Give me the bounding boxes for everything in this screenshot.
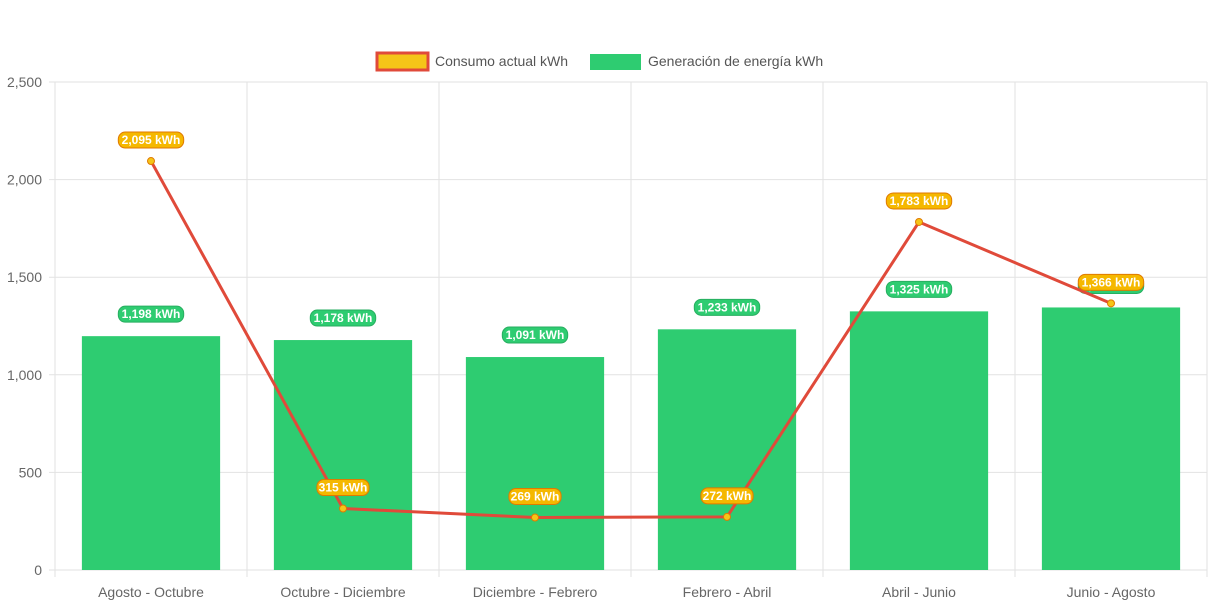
legend-label-consumption[interactable]: Consumo actual kWh	[435, 53, 568, 69]
line-data-label-text: 2,095 kWh	[122, 133, 181, 147]
bar-generation[interactable]	[849, 311, 989, 570]
consumption-line	[147, 157, 1115, 522]
y-tick-label: 1,000	[7, 367, 42, 383]
line-data-label-bg	[508, 487, 562, 505]
line-data-label-bg	[316, 479, 370, 497]
x-tick-label: Diciembre - Febrero	[473, 584, 598, 600]
line-point-consumption[interactable]	[147, 157, 155, 166]
line-data-label: 269 kWh	[508, 487, 562, 505]
bar-generation[interactable]	[81, 336, 221, 570]
line-point-consumption[interactable]	[915, 217, 923, 226]
line-point-consumption[interactable]	[1107, 299, 1115, 308]
x-axis-ticks: Agosto - Octubre Octubre - Diciembre Dicie…	[98, 584, 1155, 600]
x-tick-label: Agosto - Octubre	[98, 584, 204, 600]
line-point-consumption[interactable]	[531, 513, 539, 522]
line-data-label: 315 kWh	[316, 479, 370, 497]
generation-data-labels: 1,198 kWh 1,178 kWh 1,091 kWh 1,233 kWh 1,32…	[117, 276, 1145, 344]
generation-bars	[81, 307, 1181, 570]
y-tick-label: 2,500	[7, 74, 42, 90]
y-axis-ticks: 0 500 1,000 1,500 2,000 2,500	[7, 74, 42, 578]
bar-data-label: 1,325 kWh	[885, 280, 953, 298]
bar-generation[interactable]	[1041, 307, 1181, 570]
x-tick-label: Junio - Agosto	[1067, 584, 1156, 600]
bar-generation[interactable]	[273, 340, 413, 570]
line-data-label: 2,095 kWh	[117, 131, 185, 149]
bar-data-label: 1,233 kWh	[693, 298, 761, 316]
bar-data-label-bg	[501, 326, 569, 344]
x-tick-label: Octubre - Diciembre	[280, 584, 405, 600]
x-tick-label: Abril - Junio	[882, 584, 956, 600]
bar-data-label-text: 1,325 kWh	[890, 282, 949, 296]
bar-generation[interactable]	[657, 329, 797, 570]
line-data-label-text: 272 kWh	[703, 489, 752, 503]
bar-data-label-text: 1,233 kWh	[698, 300, 757, 314]
bar-data-label-text: 1,198 kWh	[122, 307, 181, 321]
bar-data-label: 1,178 kWh	[309, 309, 377, 327]
line-data-label: 1,783 kWh	[885, 192, 953, 210]
line-data-label: 1,366 kWh	[1077, 273, 1145, 291]
bar-generation[interactable]	[465, 357, 605, 570]
consumption-line-path	[149, 160, 1112, 519]
line-data-label-text: 269 kWh	[511, 489, 560, 503]
legend-swatch-generation[interactable]	[590, 54, 641, 70]
line-data-label-bg	[885, 192, 953, 210]
y-tick-label: 1,500	[7, 269, 42, 285]
bar-data-label: 1,198 kWh	[117, 305, 185, 323]
legend-swatch-consumption[interactable]	[375, 51, 430, 72]
line-data-label-text: 1,366 kWh	[1082, 275, 1141, 289]
y-tick-label: 2,000	[7, 172, 42, 188]
line-data-label-text: 1,783 kWh	[890, 194, 949, 208]
grid-lines	[49, 81, 1208, 577]
consumption-data-labels: 2,095 kWh 315 kWh 269 kWh 272 kWh 1,783 kWh 1…	[117, 131, 1145, 505]
bar-data-label-text: 1,178 kWh	[314, 311, 373, 325]
bar-data-label: 1,091 kWh	[501, 326, 569, 344]
line-data-label-bg	[1077, 273, 1145, 291]
line-point-consumption[interactable]	[723, 512, 731, 521]
line-point-consumption[interactable]	[339, 504, 347, 513]
bar-data-label-bg	[309, 309, 377, 327]
y-tick-label: 500	[19, 464, 43, 480]
line-data-label-bg	[117, 131, 185, 149]
x-tick-label: Febrero - Abril	[683, 584, 772, 600]
legend-label-generation[interactable]: Generación de energía kWh	[648, 53, 823, 69]
y-tick-label: 0	[34, 562, 42, 578]
bar-data-label-bg	[117, 305, 185, 323]
bar-data-label-bg	[885, 280, 953, 298]
bar-data-label-text: 1,091 kWh	[506, 328, 565, 342]
legend: Consumo actual kWh Generación de energía…	[375, 51, 823, 72]
bar-data-label-bg	[693, 298, 761, 316]
line-data-label-text: 315 kWh	[319, 481, 368, 495]
line-data-label-bg	[700, 487, 754, 505]
line-data-label: 272 kWh	[700, 487, 754, 505]
